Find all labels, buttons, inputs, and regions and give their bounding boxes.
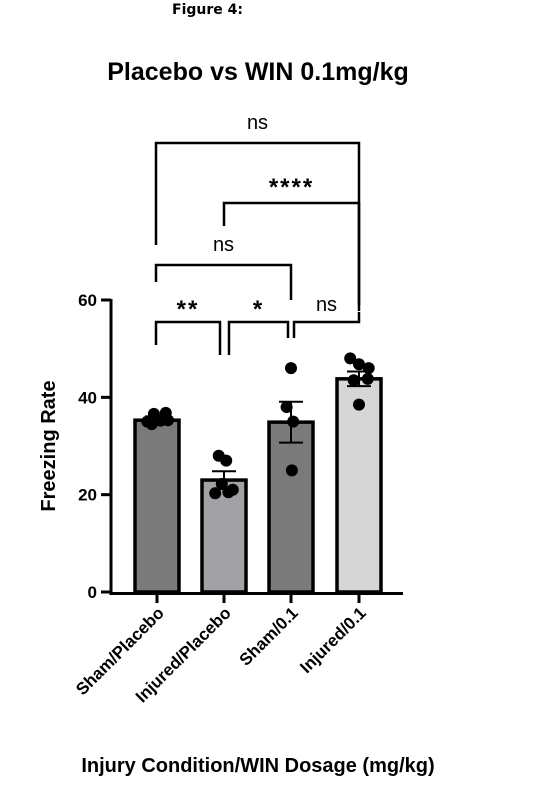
significance-label-5: ns — [316, 294, 337, 316]
data-point-3-0 — [344, 352, 357, 365]
bar-0 — [133, 418, 181, 594]
data-point-2-0 — [285, 362, 297, 375]
significance-bracket-4 — [227, 320, 290, 355]
data-point-3-5 — [353, 398, 365, 411]
significance-bracket-1 — [222, 201, 361, 305]
data-point-2-3 — [285, 464, 298, 477]
data-point-0-4 — [162, 414, 174, 427]
data-point-1-2 — [220, 454, 233, 467]
y-axis-label: Freezing Rate — [38, 380, 60, 511]
significance-bracket-0 — [154, 141, 361, 311]
x-axis-label: Injury Condition/WIN Dosage (mg/kg) — [81, 755, 434, 777]
significance-label-2: ns — [213, 234, 234, 256]
data-point-2-1 — [280, 401, 293, 414]
bar-3 — [335, 377, 383, 594]
significance-label-3: ** — [177, 296, 200, 323]
data-point-3-3 — [347, 374, 360, 387]
data-point-3-4 — [361, 372, 374, 385]
chart-title: Placebo vs WIN 0.1mg/kg — [107, 58, 409, 86]
x-tick-label-3: Injured/0.1 — [296, 603, 370, 677]
y-tick-label-0: 0 — [88, 583, 97, 602]
data-point-0-5 — [145, 418, 158, 431]
significance-label-4: * — [253, 296, 264, 323]
y-tick-label-60: 60 — [78, 291, 97, 310]
y-tick-label-40: 40 — [78, 388, 97, 407]
data-point-3-2 — [362, 362, 375, 375]
y-tick-label-20: 20 — [78, 486, 97, 505]
data-point-1-0 — [209, 487, 222, 500]
data-point-1-4 — [222, 486, 235, 499]
bar-1 — [200, 478, 248, 594]
significance-label-1: **** — [269, 174, 314, 201]
significance-label-0: ns — [247, 112, 268, 134]
bar-2 — [267, 420, 315, 594]
data-point-3-1 — [353, 358, 365, 371]
significance-bracket-2 — [154, 263, 293, 300]
significance-bracket-3 — [154, 320, 222, 355]
x-tick-label-2: Sham/0.1 — [236, 603, 302, 669]
figure-label: Figure 4: — [172, 2, 243, 18]
data-point-1-5 — [215, 477, 228, 490]
significance-bracket-5 — [292, 312, 361, 338]
data-point-2-2 — [287, 415, 300, 428]
